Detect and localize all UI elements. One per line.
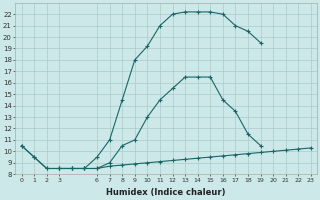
X-axis label: Humidex (Indice chaleur): Humidex (Indice chaleur) [107, 188, 226, 197]
